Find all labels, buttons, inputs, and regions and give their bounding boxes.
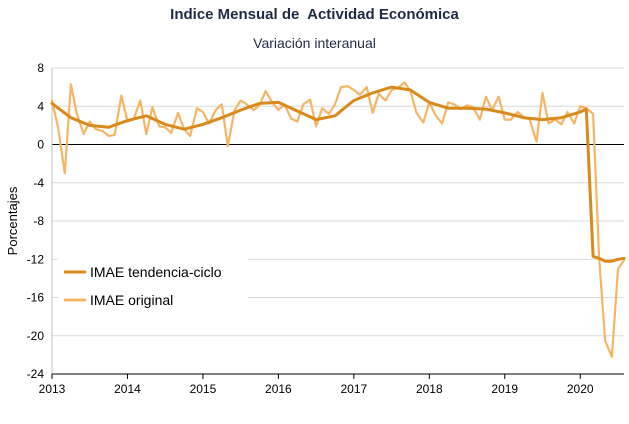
y-tick-label: -24 <box>27 367 45 381</box>
y-axis-title: Porcentajes <box>5 186 20 255</box>
series-line-original <box>50 81 626 358</box>
chart-subtitle: Variación interanual <box>253 35 376 51</box>
x-tick-label: 2020 <box>567 382 594 396</box>
x-tick-label: 2014 <box>114 382 141 396</box>
y-tick-label: -4 <box>33 176 44 190</box>
x-tick-label: 2015 <box>190 382 217 396</box>
legend-background <box>58 255 248 313</box>
chart-title: Indice Mensual de Actividad Económica <box>170 6 459 23</box>
y-tick-label: 8 <box>37 61 44 75</box>
x-tick-label: 2019 <box>491 382 518 396</box>
x-tick-label: 2016 <box>265 382 292 396</box>
series-line-tendencia-ciclo <box>50 85 626 263</box>
y-tick-label: -8 <box>33 214 44 228</box>
legend-label: IMAE tendencia-ciclo <box>90 264 222 280</box>
legend-label: IMAE original <box>90 292 173 308</box>
x-tick-label: 2013 <box>39 382 66 396</box>
y-tick-label: 0 <box>37 138 44 152</box>
y-tick-label: -12 <box>27 252 45 266</box>
y-tick-label: 4 <box>37 99 44 113</box>
x-tick-label: 2018 <box>416 382 443 396</box>
y-tick-label: -20 <box>27 329 45 343</box>
y-tick-label: -16 <box>27 291 45 305</box>
x-tick-label: 2017 <box>340 382 367 396</box>
